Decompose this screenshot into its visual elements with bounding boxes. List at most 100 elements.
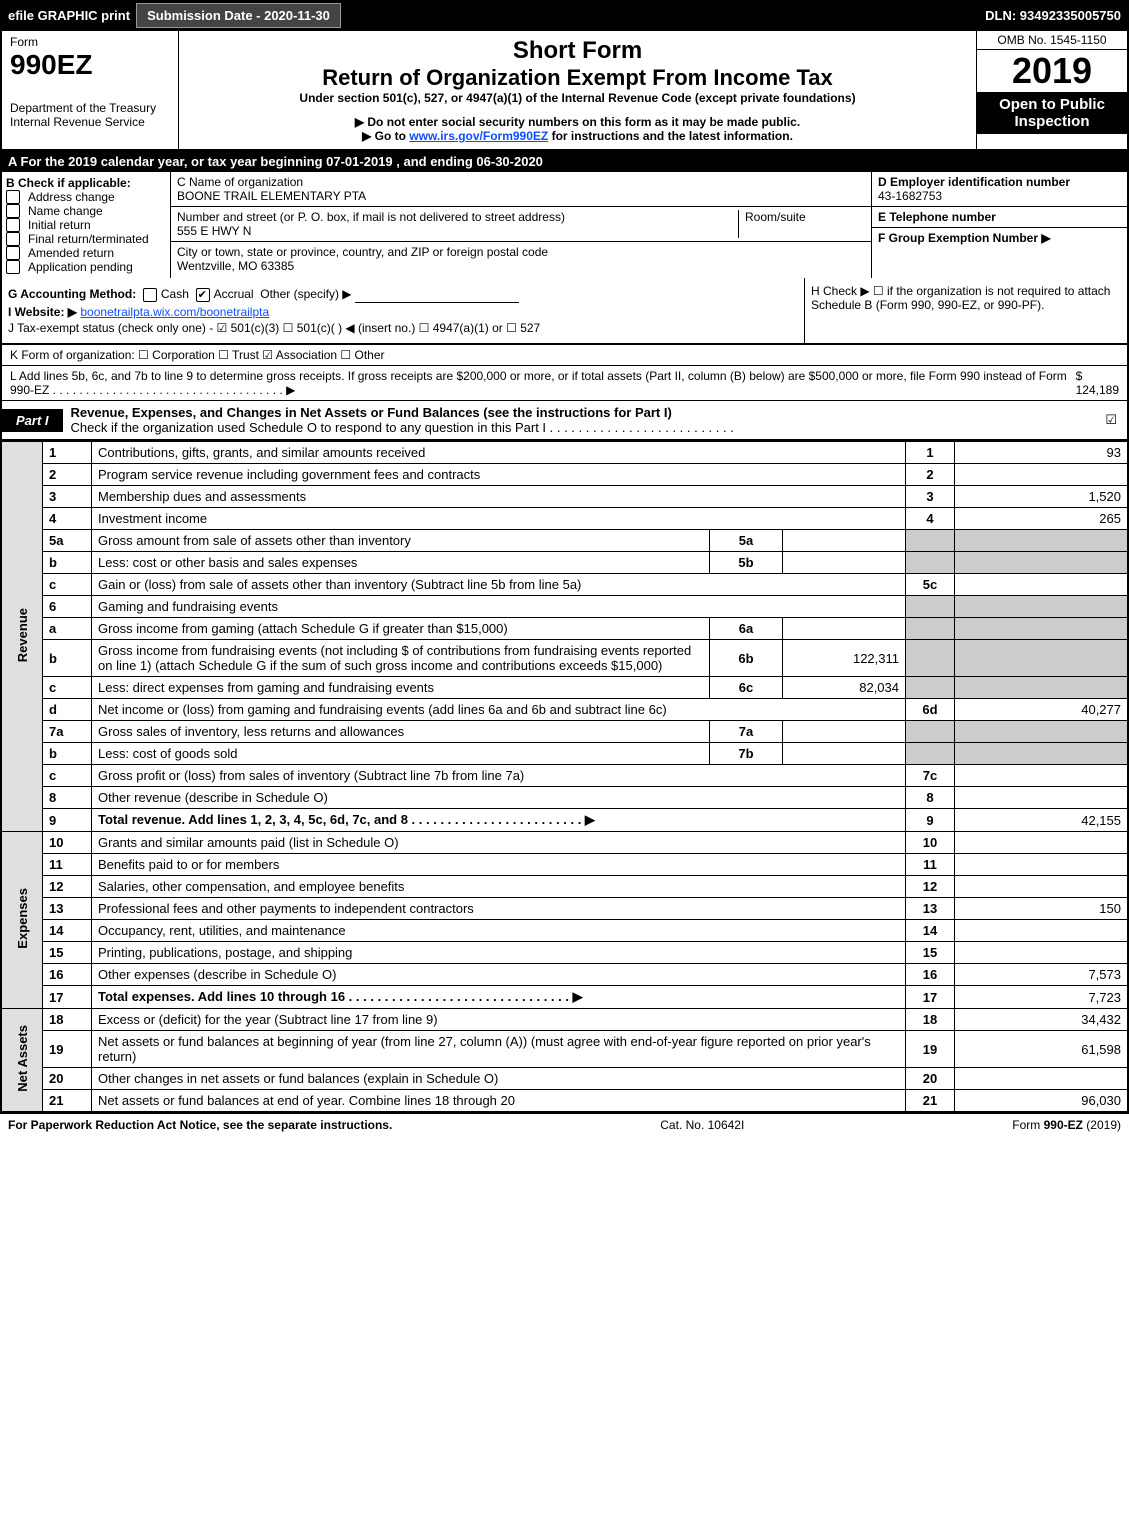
g-accounting: G Accounting Method: Cash Accrual Other …: [8, 286, 798, 303]
section-c: C Name of organization BOONE TRAIL ELEME…: [171, 172, 871, 278]
section-b: B Check if applicable: Address change Na…: [2, 172, 171, 278]
line-box-label: 11: [906, 854, 955, 876]
line-desc: Net income or (loss) from gaming and fun…: [92, 699, 906, 721]
submission-date-button[interactable]: Submission Date - 2020-11-30: [136, 3, 341, 28]
table-row: 21Net assets or fund balances at end of …: [1, 1090, 1128, 1112]
inner-box-value: [783, 721, 906, 743]
opt-amended-return[interactable]: Amended return: [6, 246, 166, 260]
b-label: B Check if applicable:: [6, 176, 166, 190]
top-bar: efile GRAPHIC print Submission Date - 20…: [0, 0, 1129, 31]
line-desc: Less: direct expenses from gaming and fu…: [92, 677, 710, 699]
part1-title: Revenue, Expenses, and Changes in Net As…: [71, 405, 672, 420]
line-box-label: 20: [906, 1068, 955, 1090]
line-box-label: 5c: [906, 574, 955, 596]
table-row: 3Membership dues and assessments31,520: [1, 486, 1128, 508]
line-amount: 150: [955, 898, 1129, 920]
line-desc: Membership dues and assessments: [92, 486, 906, 508]
footer-mid: Cat. No. 10642I: [660, 1118, 744, 1132]
inner-box-label: 6a: [710, 618, 783, 640]
line-number: c: [43, 677, 92, 699]
table-row: 11Benefits paid to or for members11: [1, 854, 1128, 876]
opt-final-return[interactable]: Final return/terminated: [6, 232, 166, 246]
line-desc: Total expenses. Add lines 10 through 16 …: [92, 986, 906, 1009]
inner-box-value: [783, 530, 906, 552]
opt-name-change[interactable]: Name change: [6, 204, 166, 218]
table-row: Revenue1Contributions, gifts, grants, an…: [1, 442, 1128, 464]
line-number: 19: [43, 1031, 92, 1068]
line-box-label: 21: [906, 1090, 955, 1112]
table-row: 16Other expenses (describe in Schedule O…: [1, 964, 1128, 986]
line-amount: 7,723: [955, 986, 1129, 1009]
line-desc: Other changes in net assets or fund bala…: [92, 1068, 906, 1090]
line-number: 6: [43, 596, 92, 618]
line-box-label: 7c: [906, 765, 955, 787]
line-number: a: [43, 618, 92, 640]
line-box-label: 17: [906, 986, 955, 1009]
line-desc: Gross income from fundraising events (no…: [92, 640, 710, 677]
line-box-label: 14: [906, 920, 955, 942]
l-gross-receipts: L Add lines 5b, 6c, and 7b to line 9 to …: [0, 366, 1129, 401]
table-row: bLess: cost or other basis and sales exp…: [1, 552, 1128, 574]
l-amount: $ 124,189: [1076, 369, 1119, 397]
section-def: D Employer identification number 43-1682…: [871, 172, 1127, 278]
c-city-label: City or town, state or province, country…: [177, 245, 865, 259]
part1-checkbox[interactable]: ☑: [1105, 412, 1127, 428]
line-amount: [955, 787, 1129, 809]
footer-left: For Paperwork Reduction Act Notice, see …: [8, 1118, 392, 1132]
line-desc: Less: cost or other basis and sales expe…: [92, 552, 710, 574]
opt-initial-return[interactable]: Initial return: [6, 218, 166, 232]
h-schedule-b: H Check ▶ ☐ if the organization is not r…: [804, 278, 1127, 343]
table-row: 2Program service revenue including gover…: [1, 464, 1128, 486]
form-word: Form: [10, 35, 170, 49]
website-link[interactable]: boonetrailpta.wix.com/boonetrailpta: [80, 305, 269, 319]
line-amount: 96,030: [955, 1090, 1129, 1112]
line-number: c: [43, 765, 92, 787]
part1-table: Revenue1Contributions, gifts, grants, an…: [0, 441, 1129, 1112]
line-number: 9: [43, 809, 92, 832]
line-number: 12: [43, 876, 92, 898]
e-label: E Telephone number: [878, 210, 1121, 224]
line-number: 2: [43, 464, 92, 486]
inner-box-value: [783, 552, 906, 574]
line-desc: Gaming and fundraising events: [92, 596, 906, 618]
table-row: 13Professional fees and other payments t…: [1, 898, 1128, 920]
line-amount: [955, 464, 1129, 486]
line-number: 14: [43, 920, 92, 942]
line-number: 11: [43, 854, 92, 876]
opt-application-pending[interactable]: Application pending: [6, 260, 166, 274]
c-name-label: C Name of organization: [177, 175, 865, 189]
line-box-label: 1: [906, 442, 955, 464]
table-row: cGross profit or (loss) from sales of in…: [1, 765, 1128, 787]
table-row: aGross income from gaming (attach Schedu…: [1, 618, 1128, 640]
table-row: 19Net assets or fund balances at beginni…: [1, 1031, 1128, 1068]
irs-link[interactable]: www.irs.gov/Form990EZ: [409, 129, 548, 143]
line-desc: Total revenue. Add lines 1, 2, 3, 4, 5c,…: [92, 809, 906, 832]
table-row: 8Other revenue (describe in Schedule O)8: [1, 787, 1128, 809]
form-header: Form 990EZ Department of the Treasury In…: [0, 31, 1129, 151]
org-city: Wentzville, MO 63385: [177, 259, 865, 273]
dept-label: Department of the Treasury: [10, 101, 170, 115]
line-desc: Salaries, other compensation, and employ…: [92, 876, 906, 898]
c-street-label: Number and street (or P. O. box, if mail…: [177, 210, 738, 224]
table-row: dNet income or (loss) from gaming and fu…: [1, 699, 1128, 721]
line-box-label: 13: [906, 898, 955, 920]
d-label: D Employer identification number: [878, 175, 1121, 189]
inner-box-label: 5a: [710, 530, 783, 552]
line-box-label: 19: [906, 1031, 955, 1068]
other-specify-input[interactable]: [355, 286, 519, 303]
line-desc: Program service revenue including govern…: [92, 464, 906, 486]
line-desc: Occupancy, rent, utilities, and maintena…: [92, 920, 906, 942]
part1-label: Part I: [2, 409, 63, 432]
line-amount: 34,432: [955, 1009, 1129, 1031]
line-number: 10: [43, 832, 92, 854]
form-number: 990EZ: [10, 49, 170, 81]
line-box-label: 18: [906, 1009, 955, 1031]
line-desc: Gain or (loss) from sale of assets other…: [92, 574, 906, 596]
goto-prefix: ▶ Go to: [362, 129, 409, 143]
line-number: b: [43, 640, 92, 677]
line-number: b: [43, 743, 92, 765]
line-number: 8: [43, 787, 92, 809]
open-inspection: Open to Public Inspection: [977, 92, 1127, 134]
info-grid: B Check if applicable: Address change Na…: [0, 172, 1129, 278]
opt-address-change[interactable]: Address change: [6, 190, 166, 204]
